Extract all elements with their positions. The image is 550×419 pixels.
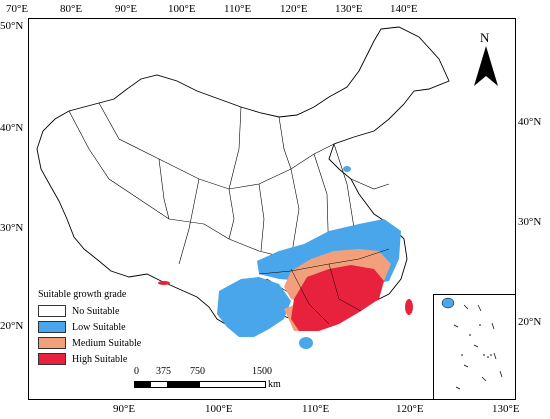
- bottom-tick: 90°E: [113, 403, 136, 415]
- bottom-tick: 130°E: [492, 403, 520, 415]
- scale-label: 375: [156, 366, 171, 377]
- scale-unit: km: [268, 379, 281, 390]
- legend-title: Suitable growth grade: [38, 289, 127, 300]
- legend-label: Low Suitable: [72, 321, 126, 333]
- left-tick: 20°N: [0, 320, 24, 332]
- bottom-tick: 120°E: [396, 403, 424, 415]
- legend-swatch: [38, 321, 66, 333]
- right-tick: 30°N: [518, 216, 542, 228]
- right-tick: 40°N: [518, 116, 542, 128]
- top-tick: 70°E: [6, 3, 29, 15]
- legend-item: No Suitable: [38, 303, 141, 319]
- legend-item: Medium Suitable: [38, 335, 141, 351]
- zone-borders: [258, 248, 390, 325]
- scale-label: 0: [134, 366, 139, 377]
- scale-label: 750: [190, 366, 205, 377]
- legend-item: Low Suitable: [38, 319, 141, 335]
- top-tick: 110°E: [224, 3, 252, 15]
- scale-bar-graphic: [134, 381, 266, 388]
- inset-canvas: [441, 297, 503, 390]
- legend-label: No Suitable: [72, 305, 120, 317]
- map-frame: [28, 18, 516, 400]
- left-tick: 50°N: [0, 20, 24, 32]
- top-tick: 120°E: [280, 3, 308, 15]
- legend: Suitable growth grade No Suitable Low Su…: [38, 289, 141, 367]
- map-canvas: [36, 26, 450, 349]
- legend-label: High Suitable: [72, 353, 128, 365]
- bottom-tick: 110°E: [302, 403, 330, 415]
- scale-label: 1500: [252, 366, 272, 377]
- legend-label: Medium Suitable: [72, 337, 142, 349]
- top-tick: 90°E: [115, 3, 138, 15]
- top-tick: 130°E: [335, 3, 363, 15]
- bottom-tick: 100°E: [205, 403, 233, 415]
- legend-swatch: [38, 353, 66, 365]
- north-label: N: [480, 30, 490, 45]
- legend-swatch: [38, 305, 66, 317]
- scale-labels: 0 375 750 1500: [134, 366, 284, 379]
- top-tick: 100°E: [168, 3, 196, 15]
- legend-swatch: [38, 337, 66, 349]
- top-tick: 140°E: [390, 3, 418, 15]
- north-arrow-icon: [474, 46, 498, 86]
- legend-item: High Suitable: [38, 351, 141, 367]
- south-china-sea-inset: [433, 294, 516, 400]
- right-tick: 20°N: [518, 316, 542, 328]
- zone-high-suitable: [158, 265, 413, 349]
- north-arrow: N: [470, 30, 502, 90]
- top-tick: 80°E: [60, 3, 83, 15]
- left-tick: 40°N: [0, 122, 24, 134]
- scale-bar: 0 375 750 1500 km: [134, 366, 284, 390]
- left-tick: 30°N: [0, 222, 24, 234]
